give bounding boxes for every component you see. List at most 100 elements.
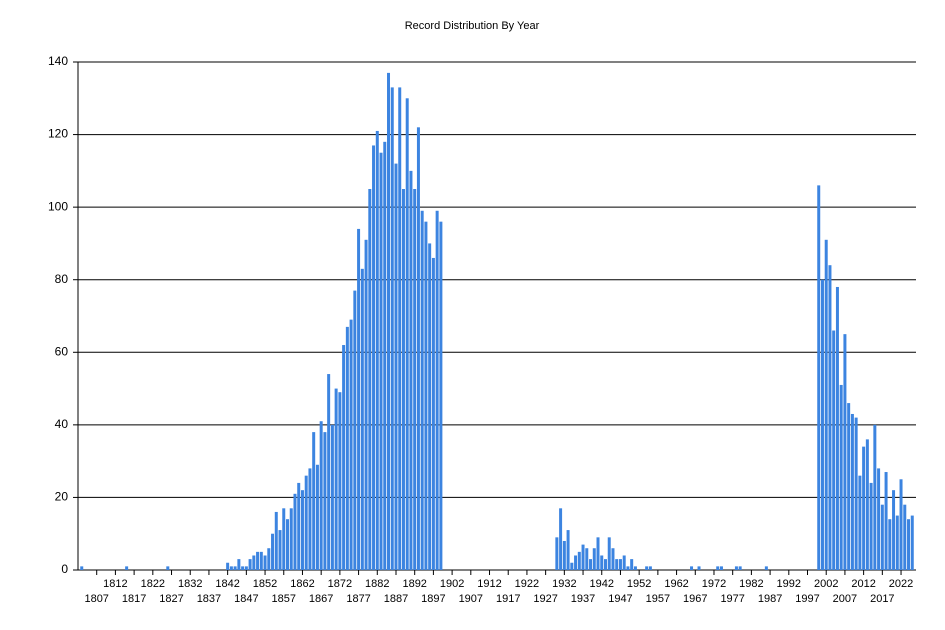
bar (633, 566, 637, 570)
bar (241, 566, 245, 570)
x-tick-label: 1832 (178, 578, 202, 590)
bar (585, 548, 589, 570)
bar (895, 515, 899, 570)
bar (559, 508, 563, 570)
bar (293, 493, 297, 570)
bar (334, 388, 338, 570)
bar (611, 548, 615, 570)
bar (282, 508, 286, 570)
bar (304, 475, 308, 570)
bar (817, 185, 821, 570)
x-tick-label: 1982 (739, 578, 763, 590)
bar (312, 432, 316, 570)
bar (832, 330, 836, 570)
bar (899, 479, 903, 570)
bar (308, 468, 312, 570)
bar (645, 566, 649, 570)
bar (439, 221, 443, 570)
bar (850, 413, 854, 570)
bar (330, 424, 334, 570)
bar (577, 551, 581, 570)
y-tick-label: 40 (55, 417, 69, 431)
bar (843, 334, 847, 570)
bar (828, 265, 832, 570)
bar (286, 519, 289, 570)
bar (394, 163, 398, 570)
bar (622, 555, 626, 570)
x-tick-label: 1847 (234, 593, 258, 605)
bar (166, 566, 170, 570)
bar (869, 482, 873, 570)
x-tick-label: 1937 (571, 593, 595, 605)
bar (237, 559, 241, 570)
bar (877, 468, 881, 570)
bar (566, 530, 570, 570)
bar (431, 257, 435, 570)
x-tick-label: 1932 (552, 578, 576, 590)
bar (888, 519, 892, 570)
x-tick-label: 1892 (402, 578, 426, 590)
bar (229, 566, 233, 570)
chart-title: Record Distribution By Year (405, 20, 540, 32)
bar (226, 562, 230, 570)
x-tick-label: 1812 (103, 578, 127, 590)
bar (562, 540, 566, 570)
bar (738, 566, 742, 570)
bar (435, 210, 439, 570)
bar (910, 515, 914, 570)
bar (364, 239, 368, 571)
bar (125, 566, 129, 570)
x-tick-label: 1807 (84, 593, 108, 605)
bar (379, 152, 383, 570)
bar (618, 559, 622, 570)
bar (342, 345, 346, 570)
y-tick-label: 120 (48, 127, 68, 141)
bar (697, 566, 701, 570)
bar (248, 559, 252, 570)
bar (353, 290, 357, 570)
bar (338, 392, 342, 570)
x-tick-label: 1842 (215, 578, 239, 590)
bar (903, 504, 907, 570)
bar (862, 446, 866, 570)
x-tick-label: 1857 (272, 593, 296, 605)
bar (259, 551, 263, 570)
x-tick-label: 2002 (814, 578, 838, 590)
bar (424, 221, 428, 570)
x-tick-label: 1977 (720, 593, 744, 605)
x-tick-label: 1922 (515, 578, 539, 590)
y-tick-label: 140 (48, 54, 68, 68)
bar (880, 504, 884, 570)
bar (319, 421, 323, 570)
x-tick-label: 1972 (702, 578, 726, 590)
bar (315, 464, 319, 570)
x-tick-label: 1997 (795, 593, 819, 605)
bar (297, 482, 301, 570)
x-tick-label: 1912 (477, 578, 501, 590)
bar (764, 566, 768, 570)
bar (327, 374, 331, 570)
bar (907, 519, 911, 570)
bar (300, 490, 304, 570)
bar (716, 566, 720, 570)
bar (383, 141, 387, 571)
x-tick-label: 1992 (777, 578, 801, 590)
bar (323, 432, 327, 570)
bar (413, 189, 417, 570)
x-tick-label: 1862 (290, 578, 314, 590)
x-tick-label: 1917 (496, 593, 520, 605)
x-tick-label: 1882 (365, 578, 389, 590)
bar (398, 87, 402, 571)
x-tick-label: 1952 (627, 578, 651, 590)
y-tick-label: 80 (55, 272, 69, 286)
bar (630, 559, 634, 570)
bar (357, 228, 361, 570)
x-tick-label: 2012 (851, 578, 875, 590)
x-tick-label: 1942 (590, 578, 614, 590)
x-tick-label: 2007 (833, 593, 857, 605)
bar (592, 548, 596, 570)
bar (858, 475, 862, 570)
bar (289, 508, 293, 570)
x-tick-label: 1902 (440, 578, 464, 590)
